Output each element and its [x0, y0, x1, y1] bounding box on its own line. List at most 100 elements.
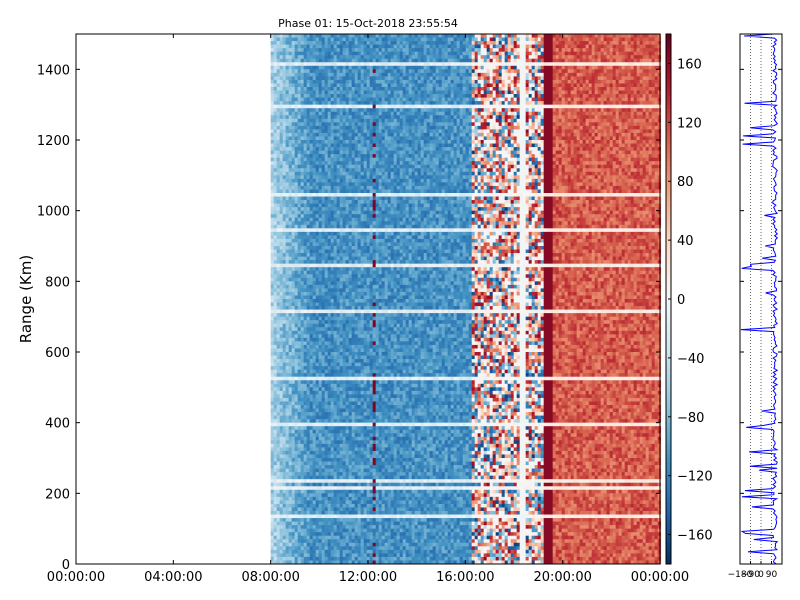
heatmap-cell — [609, 104, 614, 109]
heatmap-cell — [549, 94, 554, 98]
heatmap-cell — [609, 115, 614, 120]
heatmap-cell — [483, 101, 488, 106]
heatmap-cell — [333, 143, 338, 148]
heatmap-cell — [369, 115, 374, 120]
heatmap-cell — [306, 161, 311, 166]
heatmap-cell — [438, 41, 443, 45]
heatmap-cell — [270, 83, 275, 88]
heatmap-cell — [600, 69, 605, 74]
heatmap-cell — [378, 115, 383, 120]
heatmap-cell — [609, 140, 614, 144]
heatmap-cell — [444, 34, 449, 38]
heatmap-cell — [603, 154, 608, 159]
heatmap-cell — [381, 72, 386, 77]
heatmap-cell — [471, 164, 476, 169]
heatmap-cell — [396, 94, 401, 98]
heatmap-cell — [651, 83, 656, 88]
heatmap-cell — [645, 51, 650, 56]
heatmap-cell — [519, 51, 524, 56]
heatmap-cell — [537, 125, 542, 130]
heatmap-cell — [279, 104, 284, 109]
heatmap-cell — [468, 122, 473, 127]
heatmap-cell — [636, 83, 641, 88]
heatmap-cell — [294, 87, 299, 91]
heatmap-cell — [306, 69, 311, 74]
heatmap-cell — [327, 34, 332, 38]
heatmap-cell — [387, 44, 392, 49]
heatmap-cell — [276, 65, 281, 70]
heatmap-cell — [627, 34, 632, 38]
heatmap-cell — [564, 161, 569, 166]
heatmap-cell — [519, 140, 524, 144]
heatmap-cell — [417, 147, 422, 151]
heatmap-cell — [528, 51, 533, 56]
heatmap-cell — [453, 108, 458, 113]
heatmap-cell — [639, 90, 644, 95]
heatmap-cell — [456, 122, 461, 127]
heatmap-cell — [330, 101, 335, 106]
heatmap-cell — [561, 118, 566, 123]
heatmap-cell — [408, 150, 413, 155]
heatmap-cell — [615, 164, 620, 169]
heatmap-cell — [321, 136, 326, 141]
heatmap-cell — [522, 147, 527, 151]
heatmap-cell — [558, 132, 563, 137]
heatmap-cell — [492, 76, 497, 81]
heatmap-cell — [564, 72, 569, 77]
heatmap-cell — [285, 154, 290, 159]
heatmap-cell — [339, 55, 344, 60]
heatmap-cell — [294, 147, 299, 151]
heatmap-cell — [621, 62, 626, 67]
heatmap-cell — [513, 97, 518, 102]
heatmap-cell — [609, 147, 614, 151]
heatmap-cell — [501, 101, 506, 106]
heatmap-cell — [597, 83, 602, 88]
heatmap-cell — [405, 44, 410, 49]
heatmap-cell — [387, 48, 392, 53]
heatmap-cell — [618, 51, 623, 56]
heatmap-cell — [558, 97, 563, 102]
heatmap-cell — [537, 90, 542, 95]
heatmap-cell — [360, 164, 365, 169]
heatmap-cell — [594, 129, 599, 134]
heatmap-cell — [330, 76, 335, 81]
heatmap-cell — [330, 83, 335, 88]
heatmap-cell — [486, 104, 491, 109]
heatmap-cell — [354, 157, 359, 162]
heatmap-cell — [366, 154, 371, 159]
heatmap-cell — [339, 168, 344, 173]
heatmap-cell — [390, 147, 395, 151]
heatmap-cell — [438, 90, 443, 95]
heatmap-cell — [315, 161, 320, 166]
heatmap-cell — [648, 69, 653, 74]
heatmap-cell — [333, 118, 338, 123]
heatmap-cell — [645, 55, 650, 60]
heatmap-cell — [447, 58, 452, 63]
heatmap-cell — [444, 51, 449, 56]
heatmap-cell — [435, 72, 440, 77]
heatmap-cell — [543, 108, 548, 113]
heatmap-cell — [504, 94, 509, 98]
heatmap-cell — [594, 51, 599, 56]
heatmap-cell — [489, 97, 494, 102]
heatmap-cell — [507, 143, 512, 148]
heatmap-cell — [657, 48, 662, 53]
heatmap-cell — [432, 34, 437, 38]
heatmap-cell — [339, 48, 344, 53]
heatmap-cell — [588, 108, 593, 113]
heatmap-cell — [279, 44, 284, 49]
heatmap-cell — [315, 154, 320, 159]
heatmap-cell — [507, 122, 512, 127]
heatmap-cell — [360, 115, 365, 120]
heatmap-cell — [564, 115, 569, 120]
heatmap-cell — [513, 161, 518, 166]
heatmap-cell — [378, 65, 383, 70]
heatmap-cell — [522, 118, 527, 123]
heatmap-cell — [492, 97, 497, 102]
heatmap-cell — [381, 108, 386, 113]
heatmap-cell — [288, 55, 293, 60]
heatmap-cell — [432, 55, 437, 60]
heatmap-cell — [477, 44, 482, 49]
heatmap-cell — [612, 157, 617, 162]
heatmap-cell — [645, 136, 650, 141]
